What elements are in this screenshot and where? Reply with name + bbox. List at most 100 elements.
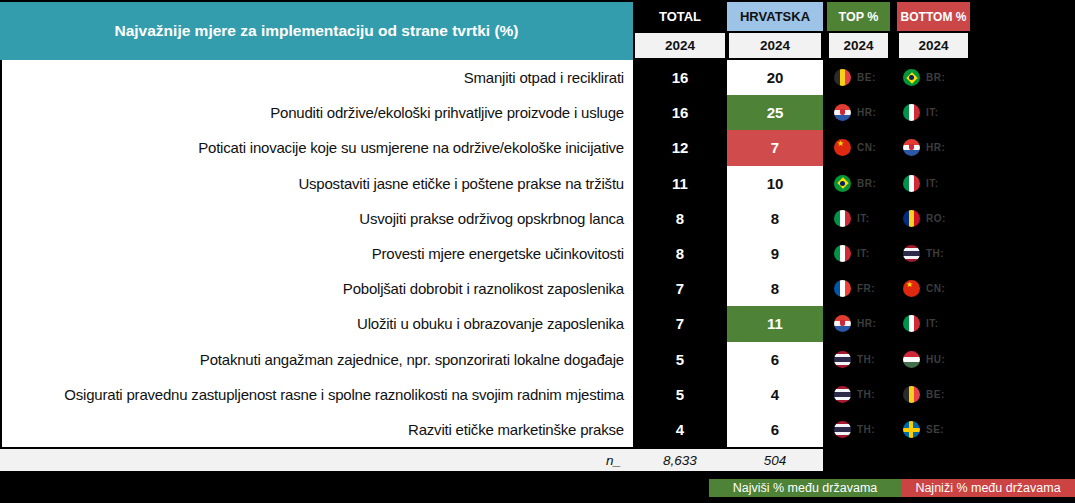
- table-row: Poboljšati dobrobit i raznolikost zaposl…: [0, 271, 1075, 306]
- measure-label: Potaknuti angažman zajednice, npr. sponz…: [0, 342, 633, 377]
- total-value: 11: [633, 166, 727, 201]
- n-total: 8,633: [633, 453, 727, 468]
- bottom-country-code: IT:: [926, 318, 939, 329]
- top-country-code: HR:: [857, 318, 876, 329]
- top-country-cell: IT:: [827, 201, 890, 236]
- top-country-cell: CN:: [827, 130, 890, 165]
- hrvatska-value: 25: [727, 95, 823, 130]
- table-row: Provesti mjere energetske učinkovitosti …: [0, 236, 1075, 271]
- bottom-country-code: HR:: [926, 142, 945, 153]
- belgium-flag-icon: [903, 386, 920, 403]
- top-country-cell: HR:: [827, 95, 890, 130]
- top-country-code: TH:: [857, 389, 875, 400]
- top-country-cell: HR:: [827, 306, 890, 341]
- bottom-country-code: SE:: [926, 424, 944, 435]
- thailand-flag-icon: [834, 386, 851, 403]
- china-flag-icon: [903, 280, 920, 297]
- table-row: Uložiti u obuku i obrazovanje zaposlenik…: [0, 306, 1075, 341]
- measure-label: Poticati inovacije koje su usmjerene na …: [0, 130, 633, 165]
- legend-highest: Najviši % među državama: [709, 479, 901, 497]
- bottom-country-code: TH:: [926, 248, 944, 259]
- hrvatska-value: 9: [727, 236, 823, 271]
- top-country-cell: IT:: [827, 236, 890, 271]
- top-country-code: IT:: [857, 248, 870, 259]
- column-header-bottom: BOTTOM %: [897, 2, 970, 31]
- sweden-flag-icon: [903, 421, 920, 438]
- measure-label: Smanjiti otpad i reciklirati: [0, 60, 633, 95]
- hrvatska-value: 8: [727, 271, 823, 306]
- total-value: 16: [633, 60, 727, 95]
- top-country-cell: TH:: [827, 342, 890, 377]
- top-country-code: TH:: [857, 424, 875, 435]
- top-country-cell: BR:: [827, 166, 890, 201]
- top-country-code: TH:: [857, 354, 875, 365]
- bottom-country-cell: HU:: [897, 342, 970, 377]
- bottom-country-code: BE:: [926, 389, 945, 400]
- top-country-code: BR:: [857, 178, 876, 189]
- year-cell-hrvatska: 2024: [727, 31, 823, 60]
- year-cell-total: 2024: [633, 31, 727, 60]
- brazil-flag-icon: [903, 69, 920, 86]
- top-country-cell: TH:: [827, 377, 890, 412]
- table-title: Najvažnije mjere za implementaciju od st…: [0, 2, 633, 60]
- measure-label: Provesti mjere energetske učinkovitosti: [0, 236, 633, 271]
- table-row: Osigurati pravednu zastupljenost rasne i…: [0, 377, 1075, 412]
- bottom-country-code: IT:: [926, 107, 939, 118]
- bottom-country-cell: HR:: [897, 130, 970, 165]
- table-row: Potaknuti angažman zajednice, npr. sponz…: [0, 342, 1075, 377]
- bottom-country-cell: TH:: [897, 236, 970, 271]
- total-value: 5: [633, 342, 727, 377]
- hrvatska-value: 8: [727, 201, 823, 236]
- bottom-country-code: IT:: [926, 178, 939, 189]
- n-hrvatska: 504: [727, 453, 823, 468]
- column-header-total: TOTAL: [633, 2, 727, 31]
- measure-label: Usvojiti prakse održivog opskrbnog lanca: [0, 201, 633, 236]
- top-country-code: HR:: [857, 107, 876, 118]
- bottom-country-cell: CN:: [897, 271, 970, 306]
- china-flag-icon: [834, 139, 851, 156]
- top-country-cell: TH:: [827, 412, 890, 447]
- table-row: Razviti etičke marketinške prakse 4 6 TH…: [0, 412, 1075, 447]
- france-flag-icon: [834, 280, 851, 297]
- bottom-country-cell: IT:: [897, 166, 970, 201]
- total-value: 4: [633, 412, 727, 447]
- hrvatska-value: 7: [727, 130, 823, 165]
- year-cell-bottom: 2024: [897, 31, 970, 60]
- bottom-country-code: RO:: [926, 213, 946, 224]
- table-row: Poticati inovacije koje su usmjerene na …: [0, 130, 1075, 165]
- measure-label: Uspostaviti jasne etičke i poštene praks…: [0, 166, 633, 201]
- table-row: Smanjiti otpad i reciklirati 16 20 BE: B…: [0, 60, 1075, 95]
- column-header-hrvatska: HRVATSKA: [727, 2, 823, 31]
- measure-label: Ponuditi održive/ekološki prihvatljive p…: [0, 95, 633, 130]
- total-value: 8: [633, 201, 727, 236]
- bottom-country-cell: BR:: [897, 60, 970, 95]
- hungary-flag-icon: [903, 351, 920, 368]
- survey-table: Najvažnije mjere za implementaciju od st…: [0, 0, 1075, 503]
- top-country-code: FR:: [857, 283, 875, 294]
- hrvatska-value: 6: [727, 412, 823, 447]
- bottom-country-cell: BE:: [897, 377, 970, 412]
- bottom-country-cell: RO:: [897, 201, 970, 236]
- total-value: 8: [633, 236, 727, 271]
- column-header-top: TOP %: [827, 2, 890, 31]
- sample-size-row: n_ 8,633 504: [0, 447, 823, 474]
- croatia-flag-icon: [834, 104, 851, 121]
- hrvatska-value: 11: [727, 306, 823, 341]
- top-country-code: IT:: [857, 213, 870, 224]
- top-country-cell: BE:: [827, 60, 890, 95]
- measure-label: Uložiti u obuku i obrazovanje zaposlenik…: [0, 306, 633, 341]
- table-body: Smanjiti otpad i reciklirati 16 20 BE: B…: [0, 60, 1075, 447]
- italy-flag-icon: [903, 175, 920, 192]
- measure-label: Razviti etičke marketinške prakse: [0, 412, 633, 447]
- croatia-flag-icon: [903, 139, 920, 156]
- top-country-cell: FR:: [827, 271, 890, 306]
- bottom-country-code: HU:: [926, 354, 945, 365]
- measure-label: Poboljšati dobrobit i raznolikost zaposl…: [0, 271, 633, 306]
- hrvatska-value: 4: [727, 377, 823, 412]
- legend-lowest: Najniži % među državama: [901, 479, 1075, 497]
- romania-flag-icon: [903, 210, 920, 227]
- bottom-country-cell: IT:: [897, 306, 970, 341]
- thailand-flag-icon: [903, 245, 920, 262]
- top-country-code: CN:: [857, 142, 876, 153]
- hrvatska-value: 20: [727, 60, 823, 95]
